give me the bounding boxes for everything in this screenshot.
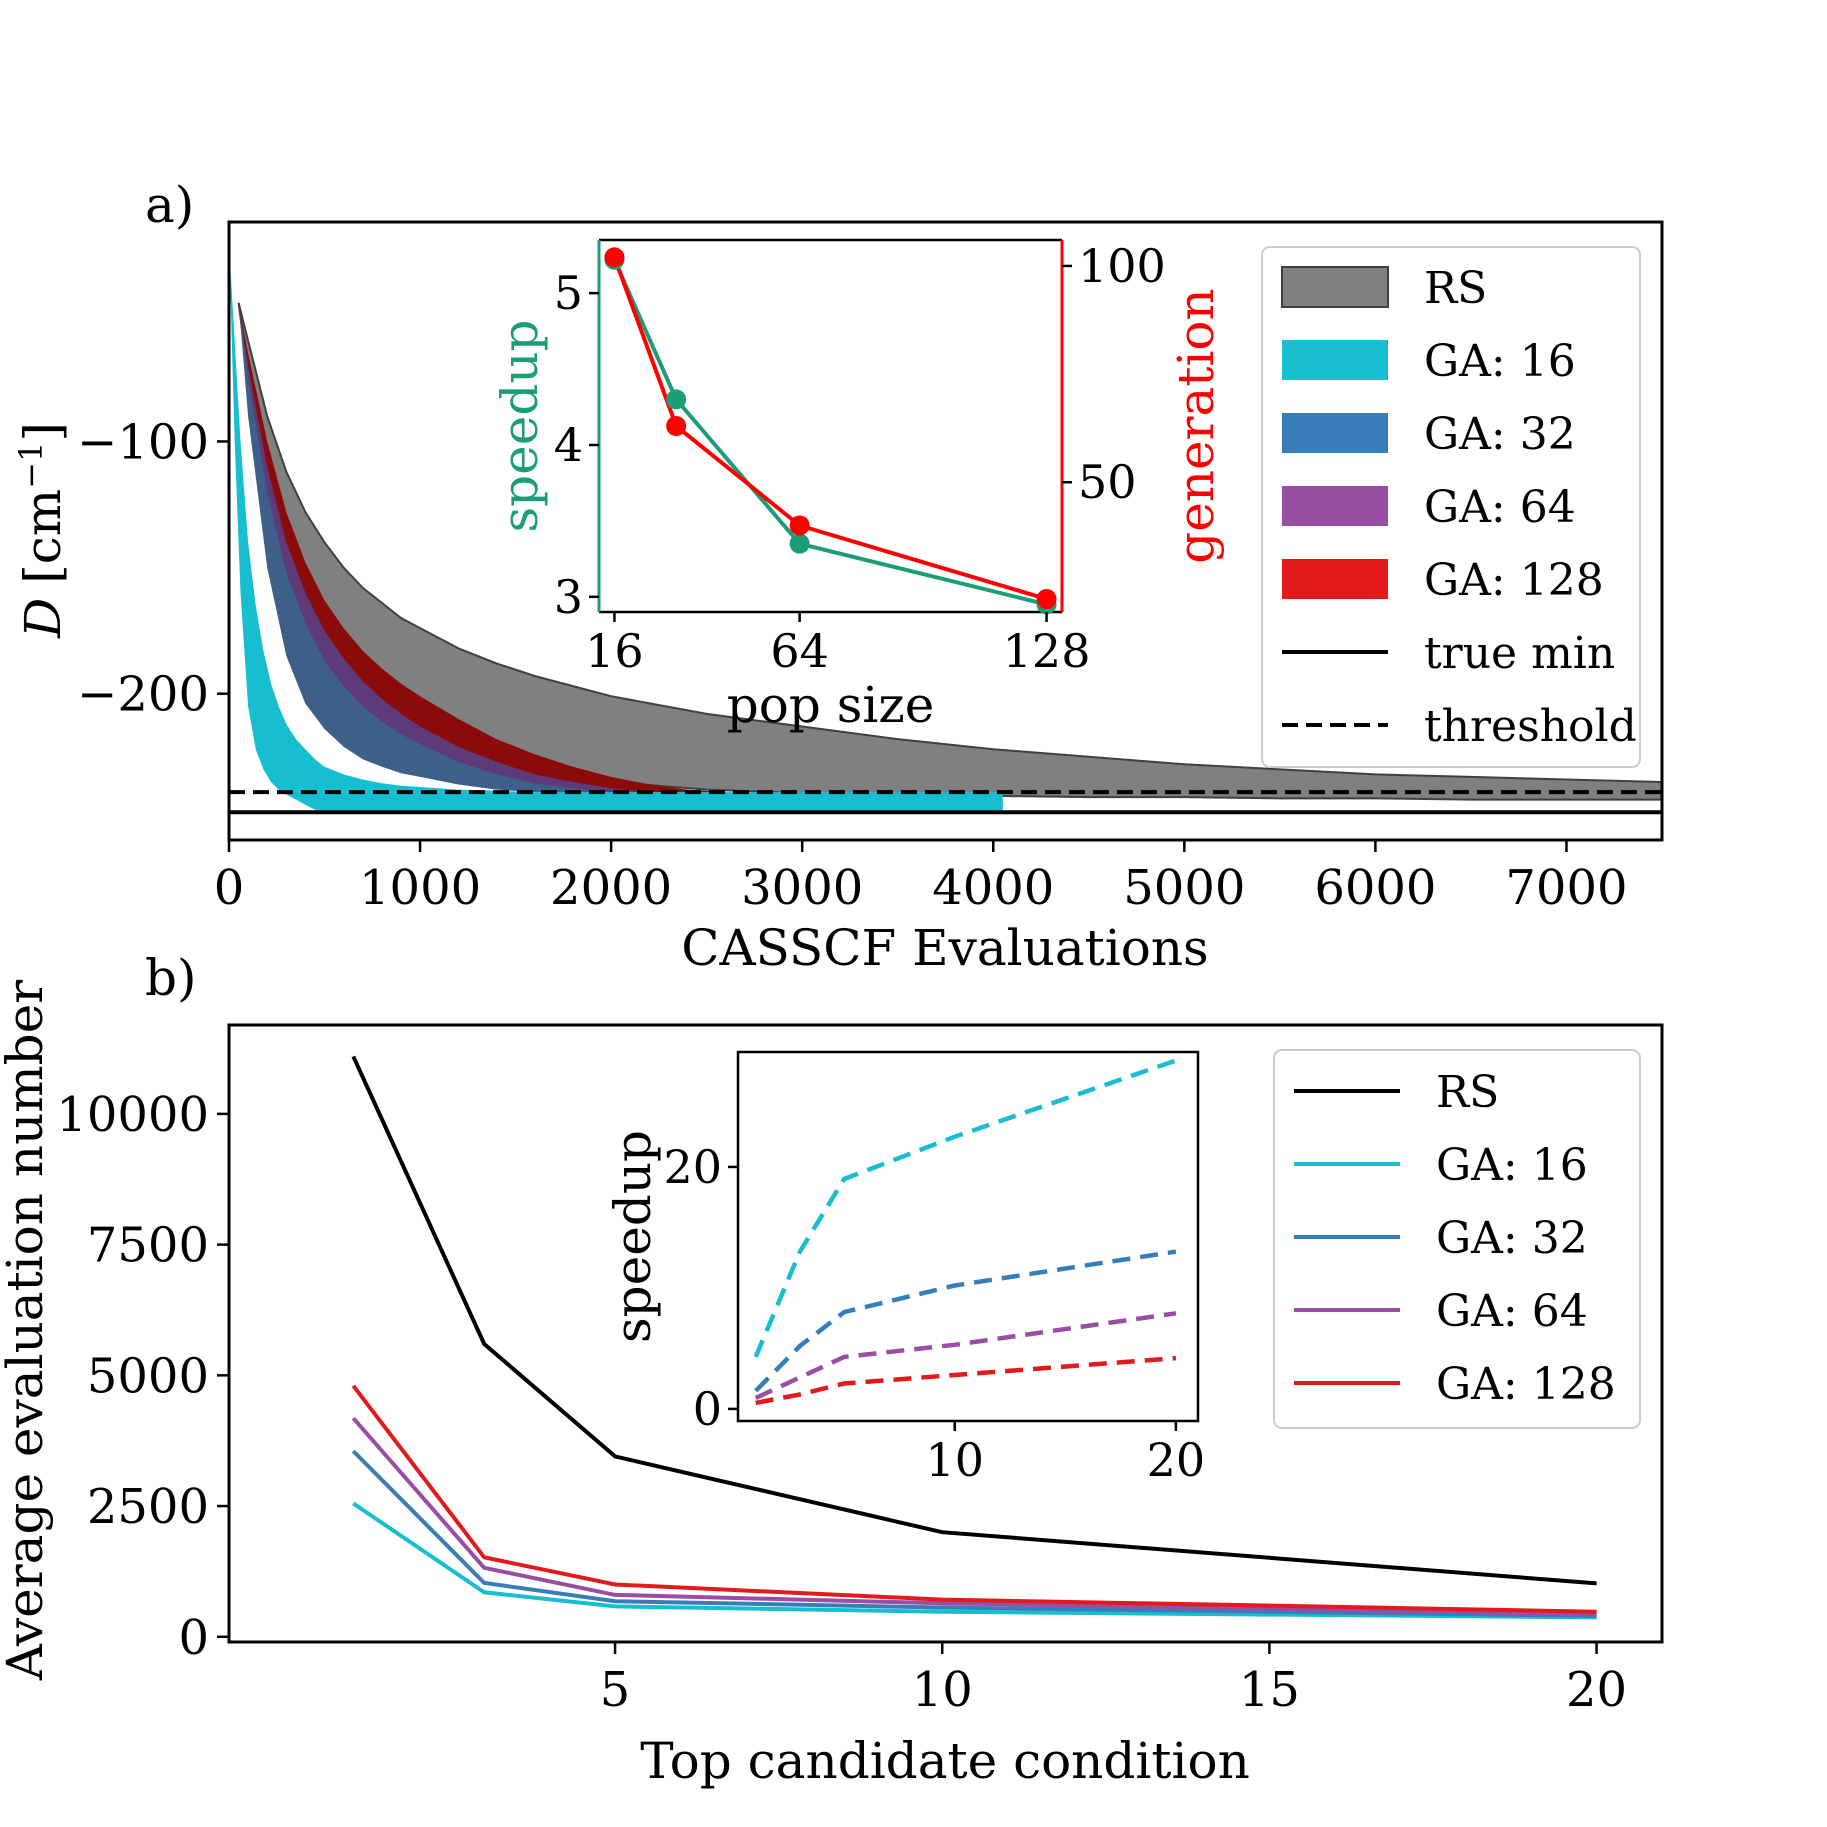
y-tick-label: 0 <box>178 1610 209 1666</box>
panel-a-y-ticks: −100 −200 <box>77 414 229 723</box>
inset-x-tick-label: 10 <box>925 1433 984 1487</box>
inset-x-tick-label: 128 <box>1003 624 1091 678</box>
panel-a-x-axis-label: CASSCF Evaluations <box>681 919 1208 977</box>
panel-a-plot-area <box>229 244 1662 815</box>
legend-label: threshold <box>1424 701 1637 752</box>
series-line-ga-64 <box>351 1416 1597 1617</box>
legend-label: GA: 32 <box>1436 1213 1588 1264</box>
y-tick-label: −200 <box>77 667 209 723</box>
panel-b-plot-area <box>351 1055 1597 1620</box>
generation-point <box>789 515 810 536</box>
panel-a-y-axis-label: D[cm−1] <box>12 422 72 639</box>
legend-label: GA: 128 <box>1436 1359 1616 1410</box>
speedup-point <box>789 533 810 554</box>
legend-label: GA: 64 <box>1424 482 1576 533</box>
legend-label: GA: 16 <box>1436 1140 1588 1191</box>
inset-right-tick-label: 100 <box>1078 239 1166 293</box>
x-tick-label: 0 <box>214 860 245 916</box>
legend-label: RS <box>1436 1067 1499 1118</box>
inset-x-axis-label: pop size <box>727 676 935 734</box>
legend-label: GA: 32 <box>1424 409 1576 460</box>
legend-swatch <box>1282 486 1388 526</box>
panel-a-label: a) <box>145 176 194 234</box>
inset-series-ga-128 <box>755 1355 1177 1406</box>
inset-x-tick-label: 16 <box>585 624 644 678</box>
x-tick-label: 7000 <box>1505 860 1627 916</box>
y-tick-label: 5000 <box>87 1348 209 1404</box>
inset-left-tick-label: 3 <box>554 570 583 624</box>
inset-x-tick-label: 64 <box>770 624 829 678</box>
legend-label: GA: 64 <box>1436 1286 1588 1337</box>
legend-label: GA: 16 <box>1424 336 1576 387</box>
x-tick-label: 6000 <box>1314 860 1436 916</box>
series-line-rs <box>351 1055 1597 1586</box>
generation-line <box>612 256 1048 601</box>
panel-a-inset: 16 64 128 3 4 5 50 100 pop size speedup generation <box>491 238 1225 734</box>
series-line-ga-32 <box>351 1449 1597 1618</box>
inset-frame <box>736 1050 1200 1423</box>
inset-left-tick-label: 5 <box>554 266 583 320</box>
panel-a-frame <box>227 220 1664 842</box>
panel-b-frame <box>227 1023 1664 1644</box>
generation-point <box>604 247 625 268</box>
x-tick-label: 4000 <box>932 860 1054 916</box>
legend-swatch <box>1281 266 1389 308</box>
x-tick-label: 2000 <box>550 860 672 916</box>
generation-point <box>666 416 687 436</box>
panel-a-legend: RS GA: 16 GA: 32 GA: 64 GA: 128 true min thres… <box>1261 246 1641 768</box>
x-tick-label: 1000 <box>359 860 481 916</box>
band-ga-32 <box>238 302 1662 798</box>
series-line-ga-16 <box>352 1501 1597 1620</box>
panel-b: b) 5 10 15 20 0 2500 5000 7500 10000 Top candid… <box>0 949 1664 1790</box>
band-ga-64 <box>238 302 688 795</box>
speedup-point <box>666 389 687 410</box>
legend-swatch <box>1282 559 1388 599</box>
y-tick-label: 2500 <box>87 1479 209 1535</box>
panel-b-y-axis-label: Average evaluation number <box>0 980 54 1681</box>
x-tick-label: 15 <box>1239 1662 1300 1718</box>
panel-a-x-ticks: 0 1000 2000 3000 4000 5000 6000 7000 <box>214 840 1628 916</box>
inset-left-tick-label: 4 <box>554 418 583 472</box>
series-line-ga-128 <box>351 1384 1597 1614</box>
x-tick-label: 5 <box>600 1662 631 1718</box>
inset-left-axis-label: speedup <box>491 319 549 532</box>
inset-y-axis-label: speedup <box>604 1130 662 1343</box>
inset-y-tick-label: 0 <box>693 1382 722 1436</box>
legend-label: GA: 128 <box>1424 555 1604 606</box>
y-tick-label: 7500 <box>87 1218 209 1274</box>
x-tick-label: 10 <box>912 1662 973 1718</box>
inset-right-tick-label: 50 <box>1078 455 1137 509</box>
legend-frame <box>1273 1049 1641 1429</box>
panel-b-label: b) <box>145 949 197 1007</box>
inset-right-axis-label: generation <box>1167 288 1225 564</box>
legend-swatch <box>1282 340 1388 380</box>
panel-b-y-ticks: 0 2500 5000 7500 10000 <box>56 1087 229 1666</box>
inset-y-tick-label: 20 <box>663 1140 722 1194</box>
x-tick-label: 3000 <box>741 860 863 916</box>
inset-x-tick-label: 20 <box>1147 1433 1206 1487</box>
generation-point <box>1036 589 1057 610</box>
legend-label: RS <box>1424 263 1487 314</box>
band-ga-128 <box>238 302 765 795</box>
inset-series-ga-32 <box>754 1249 1177 1393</box>
inset-series-ga-64 <box>754 1311 1177 1401</box>
y-tick-label: 10000 <box>56 1087 209 1143</box>
x-tick-label: 20 <box>1566 1662 1627 1718</box>
band-ga-16 <box>229 244 1003 813</box>
speedup-line <box>612 258 1048 607</box>
x-tick-label: 5000 <box>1123 860 1245 916</box>
panel-b-x-axis-label: Top candidate condition <box>640 1732 1250 1790</box>
panel-b-legend: RS GA: 16 GA: 32 GA: 64 GA: 128 <box>1273 1049 1641 1429</box>
legend-swatch <box>1282 413 1388 453</box>
inset-series-ga-16 <box>753 1058 1177 1358</box>
panel-b-x-ticks: 5 10 15 20 <box>600 1642 1627 1718</box>
y-tick-label: −100 <box>77 414 209 470</box>
panel-a: a) 0 1000 2000 3000 4000 5000 6000 7000 −100 −20… <box>12 176 1664 977</box>
legend-label: true min <box>1424 628 1615 679</box>
